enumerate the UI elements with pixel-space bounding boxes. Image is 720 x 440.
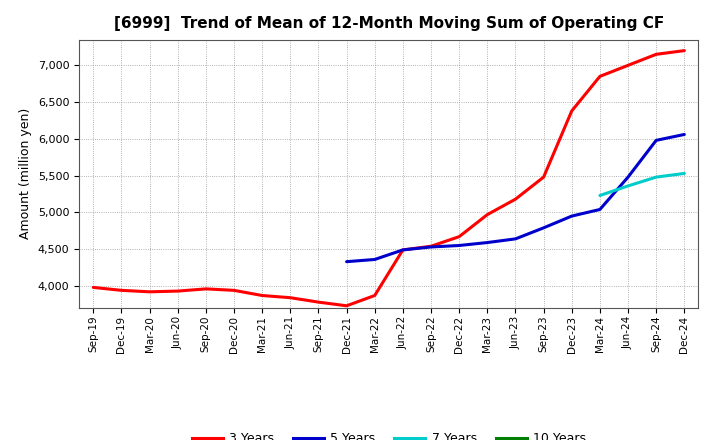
3 Years xyxy=(455,234,464,239)
5 Years xyxy=(511,236,520,242)
3 Years xyxy=(624,62,632,68)
3 Years xyxy=(314,300,323,305)
5 Years xyxy=(595,207,604,212)
Line: 3 Years: 3 Years xyxy=(94,51,684,306)
7 Years xyxy=(624,183,632,189)
5 Years xyxy=(652,138,660,143)
3 Years xyxy=(370,293,379,298)
3 Years xyxy=(258,293,266,298)
5 Years xyxy=(342,259,351,264)
5 Years xyxy=(483,240,492,245)
3 Years xyxy=(539,175,548,180)
Line: 5 Years: 5 Years xyxy=(346,135,684,262)
3 Years xyxy=(511,197,520,202)
3 Years xyxy=(399,247,408,253)
Legend: 3 Years, 5 Years, 7 Years, 10 Years: 3 Years, 5 Years, 7 Years, 10 Years xyxy=(186,427,591,440)
5 Years xyxy=(567,213,576,219)
7 Years xyxy=(680,171,688,176)
3 Years xyxy=(595,74,604,79)
3 Years xyxy=(230,288,238,293)
3 Years xyxy=(89,285,98,290)
7 Years xyxy=(652,175,660,180)
5 Years xyxy=(370,257,379,262)
3 Years xyxy=(174,289,182,294)
3 Years xyxy=(202,286,210,292)
5 Years xyxy=(427,244,436,249)
7 Years xyxy=(595,193,604,198)
3 Years xyxy=(483,212,492,217)
Y-axis label: Amount (million yen): Amount (million yen) xyxy=(19,108,32,239)
5 Years xyxy=(399,247,408,253)
3 Years xyxy=(117,288,126,293)
Line: 7 Years: 7 Years xyxy=(600,173,684,195)
3 Years xyxy=(680,48,688,53)
3 Years xyxy=(427,244,436,249)
3 Years xyxy=(652,51,660,57)
5 Years xyxy=(539,225,548,231)
Title: [6999]  Trend of Mean of 12-Month Moving Sum of Operating CF: [6999] Trend of Mean of 12-Month Moving … xyxy=(114,16,664,32)
5 Years xyxy=(455,243,464,248)
3 Years xyxy=(567,108,576,114)
3 Years xyxy=(286,295,294,301)
5 Years xyxy=(624,175,632,180)
3 Years xyxy=(342,303,351,308)
5 Years xyxy=(680,132,688,137)
3 Years xyxy=(145,289,154,294)
